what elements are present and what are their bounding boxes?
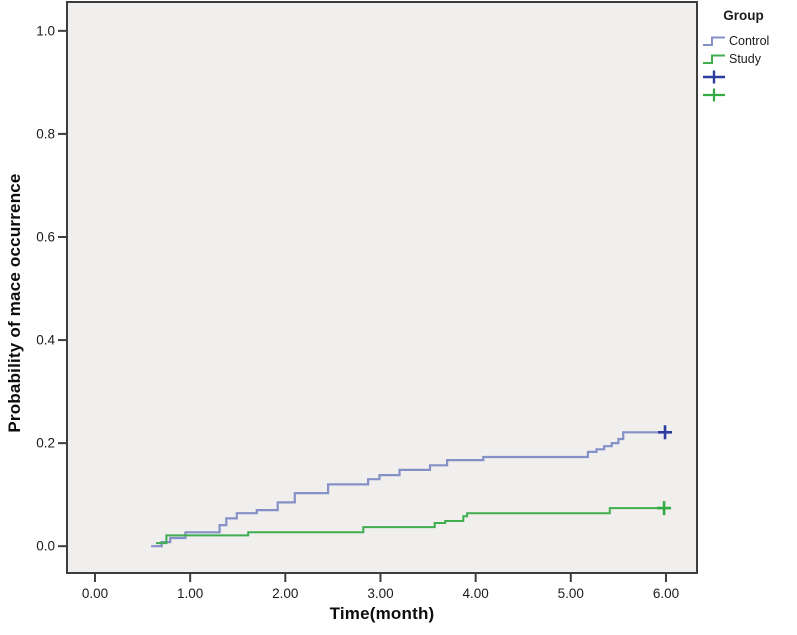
- series-study-line: [155, 507, 671, 545]
- x-tick-label: 2.00: [272, 586, 298, 601]
- x-tick-label: 3.00: [367, 586, 393, 601]
- x-tick-label: 0.00: [82, 586, 108, 601]
- y-tick-label: 0.2: [36, 436, 55, 451]
- x-tick-label: 5.00: [558, 586, 584, 601]
- y-axis-title: Probability of mace occurrence: [5, 173, 24, 433]
- legend-title: Group: [723, 8, 764, 23]
- plus-marker-icon: [703, 70, 725, 84]
- x-tick-label: 4.00: [463, 586, 489, 601]
- series-study-censor-plus-icon: [657, 501, 672, 516]
- y-tick-label: 0.8: [36, 126, 55, 141]
- y-tick-label: 1.0: [36, 23, 55, 38]
- x-tick-label: 1.00: [177, 586, 203, 601]
- y-tick-label: 0.0: [36, 539, 55, 554]
- y-tick-label: 0.6: [36, 229, 55, 244]
- legend: Group Control Study: [701, 8, 796, 104]
- legend-item-study: Study: [701, 50, 796, 68]
- series-control-censor-plus-icon: [658, 425, 673, 440]
- legend-item-label: Study: [729, 52, 761, 66]
- y-tick-label: 0.4: [36, 333, 55, 348]
- step-line-icon: [703, 36, 725, 46]
- legend-item-label: Control: [729, 34, 770, 48]
- x-axis-title: Time(month): [329, 604, 435, 623]
- step-line-icon: [703, 54, 725, 64]
- plus-marker-icon: [703, 88, 725, 102]
- series-control-line: [151, 431, 672, 548]
- x-tick-label: 6.00: [653, 586, 679, 601]
- legend-item-study-censored: [701, 86, 796, 104]
- legend-item-control: Control: [701, 32, 796, 50]
- legend-item-control-censored: [701, 68, 796, 86]
- plot-area: [66, 1, 698, 574]
